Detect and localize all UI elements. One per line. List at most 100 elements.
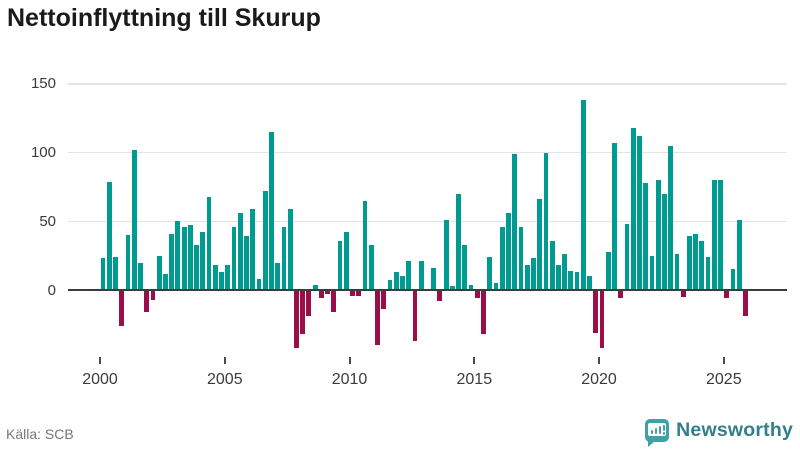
- bar-2011-Q4: [393, 272, 399, 290]
- gridline-150: [68, 83, 787, 85]
- y-axis-label-0: 0: [47, 281, 56, 299]
- bar-2003-Q3: [187, 225, 193, 290]
- bar-2002-Q4: [169, 233, 175, 290]
- bar-2023-Q3: [686, 236, 692, 290]
- bar-2002-Q2: [156, 255, 162, 291]
- bar-2023-Q4: [693, 233, 699, 290]
- x-axis-label-2025: 2025: [706, 371, 742, 388]
- bar-2017-Q4: [543, 152, 549, 290]
- bar-2005-Q3: [237, 213, 243, 290]
- x-axis-tick-2020: [598, 357, 600, 364]
- bar-2006-Q2: [256, 279, 262, 290]
- gridline-100: [68, 151, 787, 154]
- bar-2025-Q2: [730, 269, 736, 290]
- bar-2017-Q1: [524, 265, 530, 290]
- bar-2023-Q2: [680, 290, 686, 297]
- x-axis-label-2005: 2005: [207, 371, 243, 388]
- bar-2018-Q1: [549, 240, 555, 290]
- y-axis-label-150: 150: [30, 75, 56, 93]
- bar-2002-Q3: [163, 273, 168, 290]
- chart-title: Nettoinflyttning till Skurup: [7, 4, 321, 32]
- bar-2020-Q1: [599, 290, 605, 348]
- bar-2025-Q3: [736, 219, 742, 290]
- speech-bubble-tail: [648, 440, 656, 447]
- x-axis-tick-2005: [223, 357, 226, 364]
- bar-2007-Q4: [294, 290, 299, 348]
- bar-2019-Q4: [593, 290, 599, 333]
- bar-2005-Q2: [231, 226, 237, 290]
- bar-2021-Q2: [630, 127, 636, 290]
- bar-2012-Q1: [400, 276, 405, 290]
- bar-2002-Q1: [150, 290, 156, 300]
- bar-2024-Q1: [699, 240, 705, 290]
- x-axis-label-2020: 2020: [581, 371, 617, 388]
- bar-2011-Q1: [375, 290, 380, 345]
- bar-2014-Q4: [468, 284, 474, 290]
- bar-2022-Q4: [668, 145, 674, 290]
- bar-2000-Q1: [100, 258, 106, 290]
- bar-2017-Q2: [531, 258, 536, 290]
- bar-2005-Q1: [225, 265, 231, 290]
- bar-2004-Q4: [219, 272, 224, 290]
- bar-2015-Q1: [474, 290, 480, 299]
- bar-2006-Q3: [262, 191, 268, 290]
- bar-2010-Q1: [350, 290, 355, 296]
- bar-2011-Q2: [381, 290, 387, 310]
- bar-2005-Q4: [244, 236, 249, 290]
- bar-2012-Q4: [418, 261, 424, 290]
- x-axis-tick-2010: [348, 357, 351, 364]
- bar-2008-Q3: [312, 284, 318, 290]
- y-axis-label-100: 100: [30, 144, 56, 162]
- bar-2023-Q1: [674, 254, 680, 290]
- newsworthy-logo: Newsworthy: [645, 415, 793, 447]
- bar-2015-Q4: [493, 283, 499, 290]
- bar-2021-Q1: [624, 224, 630, 290]
- mini-bar-chart-glyph: [648, 422, 667, 436]
- bar-2003-Q2: [181, 226, 187, 290]
- x-axis-label-2010: 2010: [331, 371, 368, 388]
- bar-2016-Q2: [506, 213, 511, 290]
- bar-2022-Q2: [655, 180, 661, 290]
- bar-2004-Q3: [212, 265, 218, 290]
- bar-2020-Q2: [605, 251, 611, 290]
- bar-2018-Q2: [555, 265, 561, 290]
- x-axis-tick-2000: [99, 357, 101, 364]
- bar-2018-Q3: [562, 254, 568, 290]
- x-axis-label-2000: 2000: [82, 371, 118, 388]
- bar-2013-Q3: [437, 290, 443, 301]
- bar-2009-Q1: [325, 290, 330, 295]
- bar-2025-Q1: [724, 290, 730, 299]
- source-note: Källa: SCB: [6, 426, 74, 442]
- bar-2021-Q4: [643, 182, 649, 290]
- bar-2014-Q2: [456, 193, 461, 290]
- x-axis-tick-2025: [722, 357, 725, 364]
- bar-2003-Q4: [194, 244, 200, 290]
- bar-2024-Q3: [711, 180, 717, 290]
- bar-2022-Q3: [662, 193, 667, 290]
- bar-2007-Q3: [287, 208, 293, 290]
- bar-2015-Q2: [481, 290, 486, 334]
- newsworthy-chart-bubble-icon: [645, 418, 670, 447]
- x-axis-zero-line: [68, 288, 787, 292]
- bar-2025-Q4: [743, 290, 748, 317]
- bar-2020-Q4: [618, 290, 624, 299]
- bar-2000-Q4: [119, 290, 125, 326]
- bar-2020-Q3: [612, 143, 617, 290]
- bar-2019-Q3: [587, 276, 592, 290]
- x-axis-tick-2015: [473, 357, 476, 364]
- bar-2007-Q1: [275, 262, 281, 290]
- bar-2009-Q4: [343, 232, 349, 290]
- bar-2021-Q3: [637, 136, 642, 290]
- bar-2007-Q2: [281, 226, 287, 290]
- bar-2004-Q2: [206, 196, 212, 290]
- bar-2010-Q2: [356, 290, 362, 296]
- bar-2024-Q2: [705, 257, 711, 290]
- bar-2001-Q3: [138, 262, 143, 290]
- bar-2010-Q4: [368, 244, 374, 290]
- bar-2024-Q4: [718, 180, 723, 290]
- bar-2015-Q3: [487, 257, 493, 290]
- bar-2018-Q4: [568, 270, 574, 290]
- bar-2017-Q3: [537, 199, 543, 290]
- bar-2004-Q1: [200, 232, 206, 290]
